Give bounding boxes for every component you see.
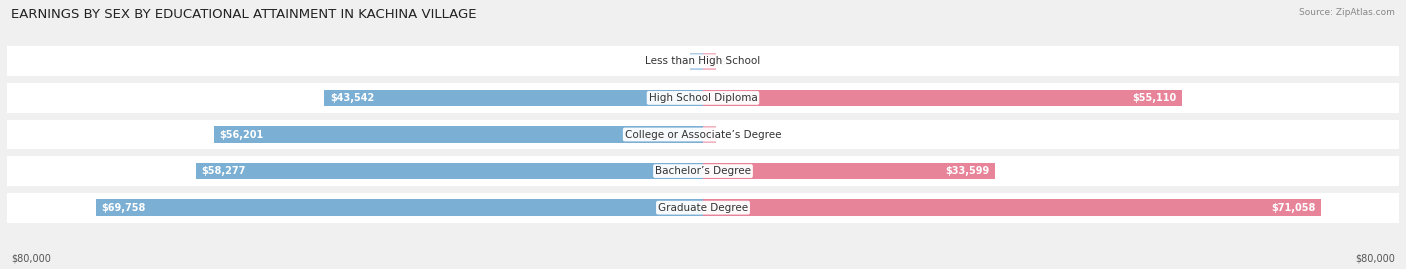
Text: $58,277: $58,277 (201, 166, 246, 176)
FancyBboxPatch shape (7, 119, 1399, 150)
FancyBboxPatch shape (7, 46, 1399, 76)
Text: College or Associate’s Degree: College or Associate’s Degree (624, 129, 782, 140)
FancyBboxPatch shape (325, 90, 703, 106)
FancyBboxPatch shape (214, 126, 703, 143)
FancyBboxPatch shape (703, 90, 1182, 106)
Text: $0: $0 (718, 56, 731, 66)
Text: Less than High School: Less than High School (645, 56, 761, 66)
FancyBboxPatch shape (7, 83, 1399, 113)
FancyBboxPatch shape (195, 163, 703, 179)
FancyBboxPatch shape (7, 193, 1399, 223)
Text: $80,000: $80,000 (11, 254, 51, 264)
Text: Source: ZipAtlas.com: Source: ZipAtlas.com (1299, 8, 1395, 17)
Text: $0: $0 (675, 56, 688, 66)
FancyBboxPatch shape (703, 53, 716, 70)
Text: EARNINGS BY SEX BY EDUCATIONAL ATTAINMENT IN KACHINA VILLAGE: EARNINGS BY SEX BY EDUCATIONAL ATTAINMEN… (11, 8, 477, 21)
FancyBboxPatch shape (703, 163, 995, 179)
Text: $80,000: $80,000 (1355, 254, 1395, 264)
Text: $69,758: $69,758 (101, 203, 146, 213)
Text: $43,542: $43,542 (330, 93, 374, 103)
Text: High School Diploma: High School Diploma (648, 93, 758, 103)
Text: $71,058: $71,058 (1271, 203, 1316, 213)
FancyBboxPatch shape (703, 199, 1322, 216)
Text: Graduate Degree: Graduate Degree (658, 203, 748, 213)
Text: Bachelor’s Degree: Bachelor’s Degree (655, 166, 751, 176)
Text: $55,110: $55,110 (1133, 93, 1177, 103)
FancyBboxPatch shape (690, 53, 703, 70)
FancyBboxPatch shape (7, 156, 1399, 186)
Text: $33,599: $33,599 (945, 166, 990, 176)
Text: $56,201: $56,201 (219, 129, 264, 140)
FancyBboxPatch shape (96, 199, 703, 216)
Text: $0: $0 (718, 129, 731, 140)
FancyBboxPatch shape (703, 126, 716, 143)
